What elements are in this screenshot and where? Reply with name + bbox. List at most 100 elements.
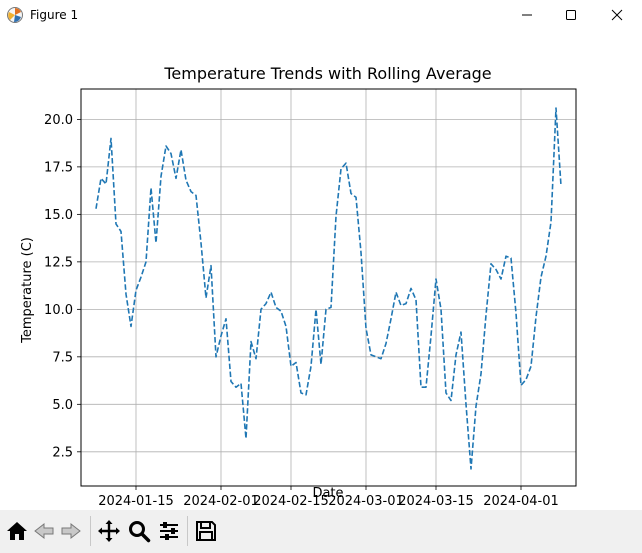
configure-subplots-button[interactable] — [156, 518, 182, 544]
window-title: Figure 1 — [30, 8, 79, 22]
data-point — [386, 343, 387, 344]
x-tick-label: 2024-02-15 — [253, 494, 329, 509]
data-point — [111, 138, 112, 139]
plot-area-frame — [80, 88, 577, 487]
data-point — [296, 362, 297, 363]
data-point — [336, 216, 337, 217]
forward-icon — [61, 522, 81, 540]
y-tick-label: 15.0 — [44, 208, 73, 223]
data-point — [231, 381, 232, 382]
data-point — [406, 303, 407, 304]
data-point — [176, 178, 177, 179]
line-chart: Temperature Trends with Rolling Average … — [20, 64, 577, 509]
data-point — [551, 221, 552, 222]
close-icon — [611, 9, 623, 21]
data-point — [271, 292, 272, 293]
data-point — [391, 318, 392, 319]
data-point — [471, 468, 472, 469]
data-point — [411, 288, 412, 289]
data-point — [361, 252, 362, 253]
data-point — [451, 400, 452, 401]
data-point — [301, 392, 302, 393]
data-point — [136, 290, 137, 291]
close-button[interactable] — [594, 0, 640, 30]
data-point — [266, 303, 267, 304]
data-point — [131, 326, 132, 327]
data-point — [316, 309, 317, 310]
back-button[interactable] — [31, 518, 57, 544]
data-point — [521, 385, 522, 386]
y-tick-label: 20.0 — [44, 113, 73, 128]
data-point — [321, 364, 322, 365]
data-point — [546, 256, 547, 257]
zoom-button[interactable] — [126, 518, 152, 544]
data-point — [226, 318, 227, 319]
data-point — [261, 309, 262, 310]
data-point — [121, 231, 122, 232]
maximize-icon — [566, 10, 576, 20]
data-point — [96, 208, 97, 209]
data-point — [236, 387, 237, 388]
matplotlib-icon — [7, 7, 23, 23]
data-point — [556, 107, 557, 108]
data-point — [311, 366, 312, 367]
data-point — [511, 258, 512, 259]
data-point — [376, 356, 377, 357]
data-point — [541, 277, 542, 278]
window-titlebar: Figure 1 — [0, 0, 642, 30]
home-button[interactable] — [4, 518, 30, 544]
data-point — [181, 149, 182, 150]
data-point — [561, 185, 562, 186]
data-point — [156, 242, 157, 243]
data-point — [366, 328, 367, 329]
data-point — [151, 187, 152, 188]
minimize-button[interactable] — [504, 0, 550, 30]
x-tick-label: 2024-02-01 — [183, 494, 259, 509]
save-button[interactable] — [193, 518, 219, 544]
series-polyline — [95, 107, 562, 470]
data-point — [491, 263, 492, 264]
y-axis-label: Temperature (C) — [20, 237, 35, 344]
maximize-button[interactable] — [548, 0, 594, 30]
data-point — [506, 256, 507, 257]
data-point — [426, 387, 427, 388]
data-point — [531, 366, 532, 367]
data-point — [241, 383, 242, 384]
y-tick-label: 10.0 — [44, 303, 73, 318]
data-point — [256, 358, 257, 359]
data-point — [306, 394, 307, 395]
data-point — [186, 180, 187, 181]
data-point — [476, 406, 477, 407]
data-point — [211, 265, 212, 266]
data-point — [346, 163, 347, 164]
zoom-icon — [129, 521, 151, 543]
data-point — [291, 366, 292, 367]
series-line — [95, 107, 562, 470]
figure-canvas[interactable]: Temperature Trends with Rolling Average … — [0, 30, 642, 510]
toolbar-separator — [187, 516, 188, 546]
y-tick-label: 12.5 — [44, 255, 73, 270]
data-point — [276, 307, 277, 308]
data-point — [341, 168, 342, 169]
pan-icon — [98, 520, 120, 542]
data-point — [161, 176, 162, 177]
data-point — [171, 153, 172, 154]
data-point — [436, 278, 437, 279]
data-point — [381, 358, 382, 359]
forward-button[interactable] — [58, 518, 84, 544]
x-axis-label: Date — [312, 486, 343, 501]
data-point — [421, 387, 422, 388]
data-point — [126, 294, 127, 295]
minimize-icon — [522, 14, 532, 16]
navigation-toolbar — [0, 510, 642, 553]
data-point — [371, 354, 372, 355]
data-point — [401, 305, 402, 306]
data-point — [141, 277, 142, 278]
pan-button[interactable] — [96, 518, 122, 544]
data-point — [196, 195, 197, 196]
data-point — [516, 313, 517, 314]
save-icon — [196, 521, 216, 541]
data-point — [331, 307, 332, 308]
data-point — [216, 356, 217, 357]
data-point — [431, 335, 432, 336]
